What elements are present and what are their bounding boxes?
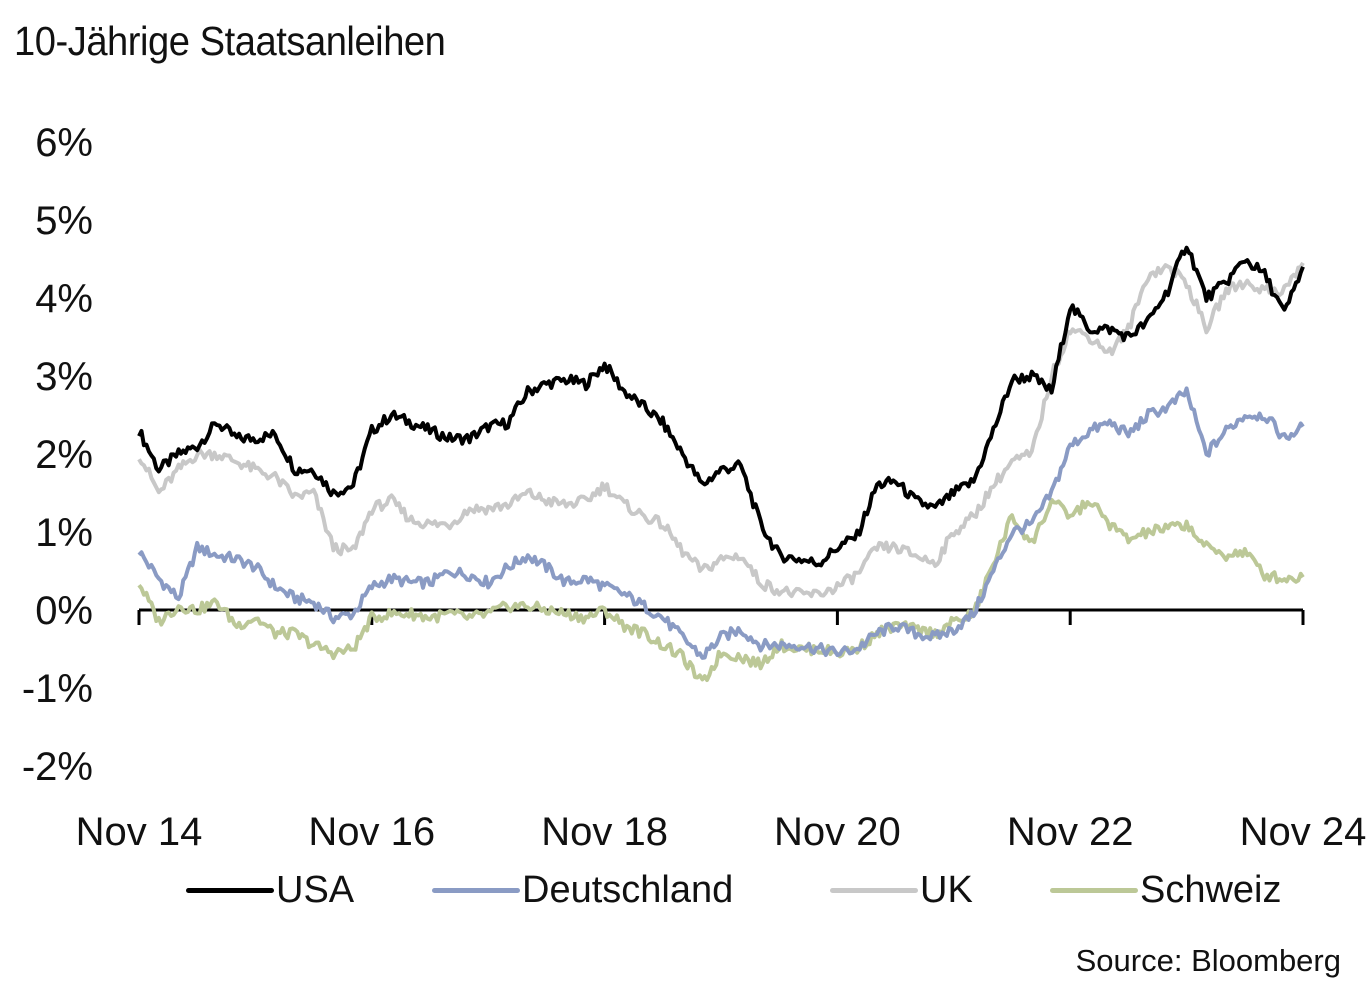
series-line-schweiz [137,497,1305,682]
chart-title: 10-Jährige Staatsanleihen [14,18,446,64]
x-tick-label: Nov 20 [774,810,901,854]
legend: USA Deutschland UK Schweiz [0,866,1369,914]
y-tick-label: -2% [22,745,93,789]
x-tick-label: Nov 24 [1240,810,1367,854]
legend-item-schweiz: Schweiz [1050,866,1282,914]
y-axis: 6% 5% 4% 3% 2% 1% 0% -1% -2% [22,121,93,789]
y-tick-label: 0% [35,589,93,633]
series-layer [137,245,1305,682]
legend-label-usa: USA [276,868,355,911]
legend-label-deutschland: Deutschland [522,868,734,911]
y-tick-label: 3% [35,355,93,399]
x-tick-label: Nov 22 [1007,810,1134,854]
legend-swatch-usa [186,887,274,893]
legend-item-usa: USA [186,866,354,914]
y-tick-label: 4% [35,277,93,321]
x-tick-label: Nov 16 [308,810,435,854]
legend-item-uk: UK [830,866,973,914]
y-tick-label: -1% [22,667,93,711]
legend-label-uk: UK [920,868,973,911]
series-line-uk [137,261,1305,599]
series-line-deutschland [137,386,1305,660]
x-tick-label: Nov 14 [76,810,203,854]
y-tick-label: 5% [35,199,93,243]
legend-swatch-schweiz [1050,887,1138,893]
y-tick-label: 2% [35,433,93,477]
x-axis: Nov 14 Nov 16 Nov 18 Nov 20 Nov 22 Nov 24 [76,608,1367,854]
legend-item-deutschland: Deutschland [432,866,733,914]
y-tick-label: 6% [35,121,93,165]
series-line-usa [137,245,1305,568]
source-note: Source: Bloomberg [1075,943,1341,978]
legend-swatch-deutschland [432,887,520,893]
legend-label-schweiz: Schweiz [1140,868,1282,911]
y-tick-label: 1% [35,511,93,555]
x-tick-label: Nov 18 [541,810,668,854]
legend-swatch-uk [830,887,918,893]
